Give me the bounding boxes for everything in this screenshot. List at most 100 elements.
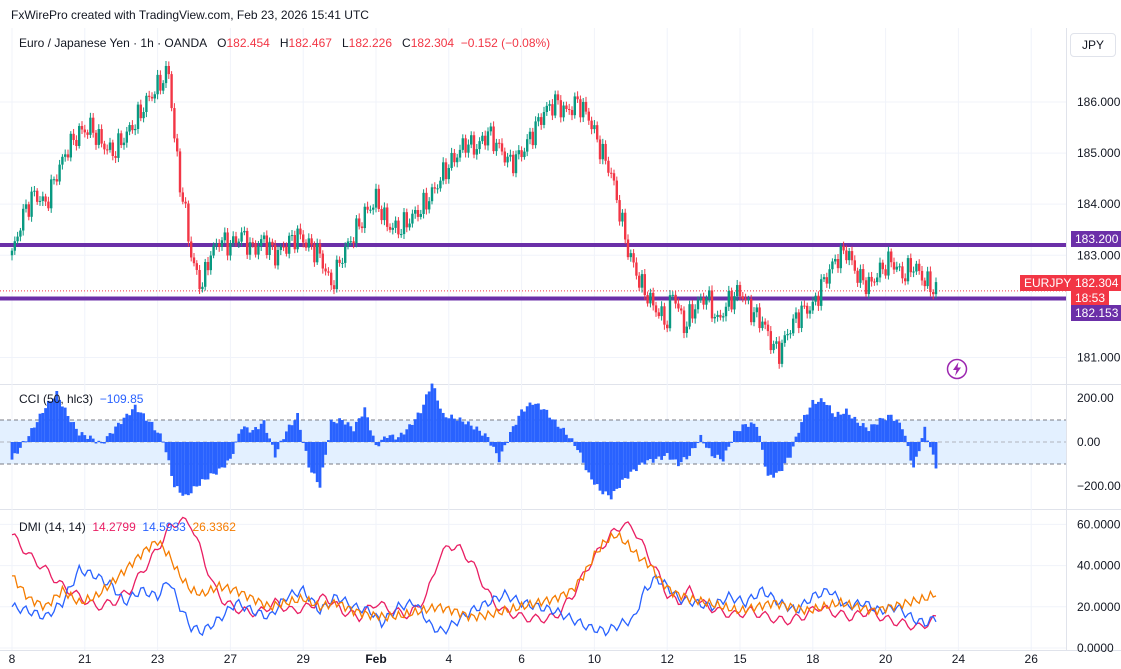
cci-bar: [534, 403, 537, 442]
cci-bar: [761, 442, 764, 450]
cci-bar: [142, 413, 145, 442]
candle-body: [237, 241, 240, 243]
cci-bar: [215, 442, 218, 475]
cci-bar: [257, 429, 260, 442]
candle-body: [299, 228, 302, 235]
lightning-icon[interactable]: [946, 358, 968, 380]
cci-bar: [845, 408, 848, 442]
cci-bar: [509, 431, 512, 442]
candle-body: [246, 230, 249, 255]
cci-bar: [523, 411, 526, 442]
candle-body: [433, 187, 436, 189]
candle-body: [279, 246, 282, 250]
candle-body: [540, 117, 543, 125]
candle-body: [918, 263, 921, 271]
cci-bar: [864, 427, 868, 442]
cci-bar: [699, 434, 703, 442]
cci-bar: [808, 407, 812, 442]
candle-body: [41, 196, 44, 201]
cci-bar: [77, 435, 81, 442]
candle-body: [579, 99, 582, 118]
cci-bar: [794, 436, 798, 442]
cci-bar: [97, 440, 101, 442]
candle-body: [268, 241, 271, 255]
cci-bar: [744, 424, 747, 442]
cci-bar: [511, 426, 515, 442]
currency-button[interactable]: JPY: [1070, 33, 1116, 57]
candle-body: [414, 210, 417, 214]
candle-body: [808, 310, 812, 314]
candle-body: [257, 245, 260, 255]
cci-bar: [685, 442, 689, 460]
cci-bar: [254, 427, 257, 442]
candle-body: [360, 226, 364, 229]
candle-body: [831, 261, 834, 270]
cci-legend[interactable]: CCI (50, hlc3) −109.85: [19, 392, 143, 406]
cci-bar: [195, 442, 199, 487]
candle-body: [654, 305, 658, 313]
cci-legend-name: CCI (50, hlc3): [19, 392, 94, 406]
dmi-plus-value: 14.2799: [92, 520, 136, 534]
cci-bar: [632, 442, 635, 470]
cci-bar: [391, 434, 395, 442]
cci-bar: [122, 417, 126, 442]
cci-bar: [416, 412, 420, 442]
dmi-legend[interactable]: DMI (14, 14) 14.2799 14.5933 26.3362: [19, 520, 236, 534]
time-axis-label: 20: [879, 652, 893, 666]
cci-bar: [663, 442, 666, 456]
candle-body: [290, 235, 294, 237]
cci-bar: [528, 402, 532, 442]
cci-bar: [380, 439, 383, 442]
candle-body: [187, 203, 190, 242]
candle-body: [786, 333, 789, 336]
candle-body: [159, 74, 162, 91]
cci-bar: [643, 442, 647, 465]
cci-bar: [117, 422, 120, 442]
cci-bar: [327, 440, 330, 442]
candle-body: [184, 201, 187, 204]
cci-bar: [755, 426, 759, 442]
candle-body: [495, 142, 498, 152]
price-tick-label: 185.000: [1077, 146, 1121, 160]
candle-body: [444, 162, 448, 180]
cci-bar: [640, 442, 644, 463]
cci-bar: [369, 430, 372, 442]
candle-body: [817, 295, 820, 306]
cci-bar: [234, 441, 238, 443]
candle-body: [876, 277, 879, 283]
cci-bar: [861, 423, 865, 442]
candle-body: [349, 241, 352, 243]
cci-bar: [822, 401, 826, 442]
candle-body: [181, 192, 184, 202]
cci-bar: [335, 423, 339, 442]
plus-di-line: [11, 516, 937, 631]
candle-body: [822, 277, 826, 280]
candle-body: [638, 275, 641, 288]
candle-body: [436, 188, 439, 190]
cci-bar: [693, 442, 697, 449]
cci-bar: [385, 437, 389, 442]
candle-body: [610, 172, 613, 174]
symbol-title[interactable]: Euro / Japanese Yen · 1h · OANDA: [19, 36, 208, 50]
cci-bar: [716, 442, 719, 455]
candle-body: [929, 271, 932, 293]
cci-bar: [52, 398, 56, 442]
candle-body: [548, 104, 551, 106]
candle-body: [691, 304, 694, 319]
candle-body: [904, 278, 907, 282]
candle-body: [467, 144, 470, 153]
cci-bar: [125, 413, 129, 442]
candle-body: [887, 251, 890, 276]
candle-body: [313, 244, 316, 263]
cci-bar: [777, 442, 781, 472]
candle-body: [142, 112, 145, 119]
cci-bar: [408, 424, 411, 442]
cci-bar: [495, 442, 498, 454]
candle-body: [554, 94, 557, 116]
candle-body: [542, 112, 546, 125]
cci-bar: [646, 442, 649, 461]
cci-bar: [223, 442, 227, 468]
cci-bar: [565, 434, 568, 442]
cci-bar: [133, 404, 137, 442]
